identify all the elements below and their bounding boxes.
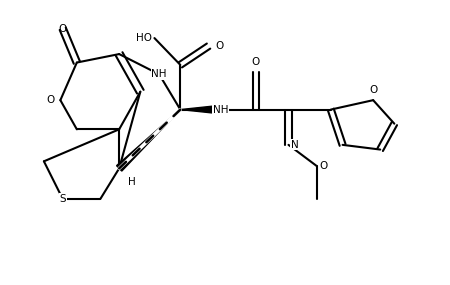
Text: O: O bbox=[58, 24, 67, 34]
Text: O: O bbox=[369, 86, 377, 95]
Text: HO: HO bbox=[136, 33, 152, 43]
Text: O: O bbox=[319, 161, 327, 171]
Polygon shape bbox=[117, 109, 180, 171]
Text: O: O bbox=[46, 95, 55, 105]
Text: NH: NH bbox=[151, 69, 167, 79]
Text: H: H bbox=[128, 177, 135, 187]
Text: N: N bbox=[291, 140, 299, 150]
Text: O: O bbox=[216, 41, 224, 51]
Text: O: O bbox=[252, 57, 260, 67]
Text: NH: NH bbox=[212, 105, 228, 115]
Polygon shape bbox=[180, 105, 220, 114]
Text: S: S bbox=[59, 194, 66, 204]
